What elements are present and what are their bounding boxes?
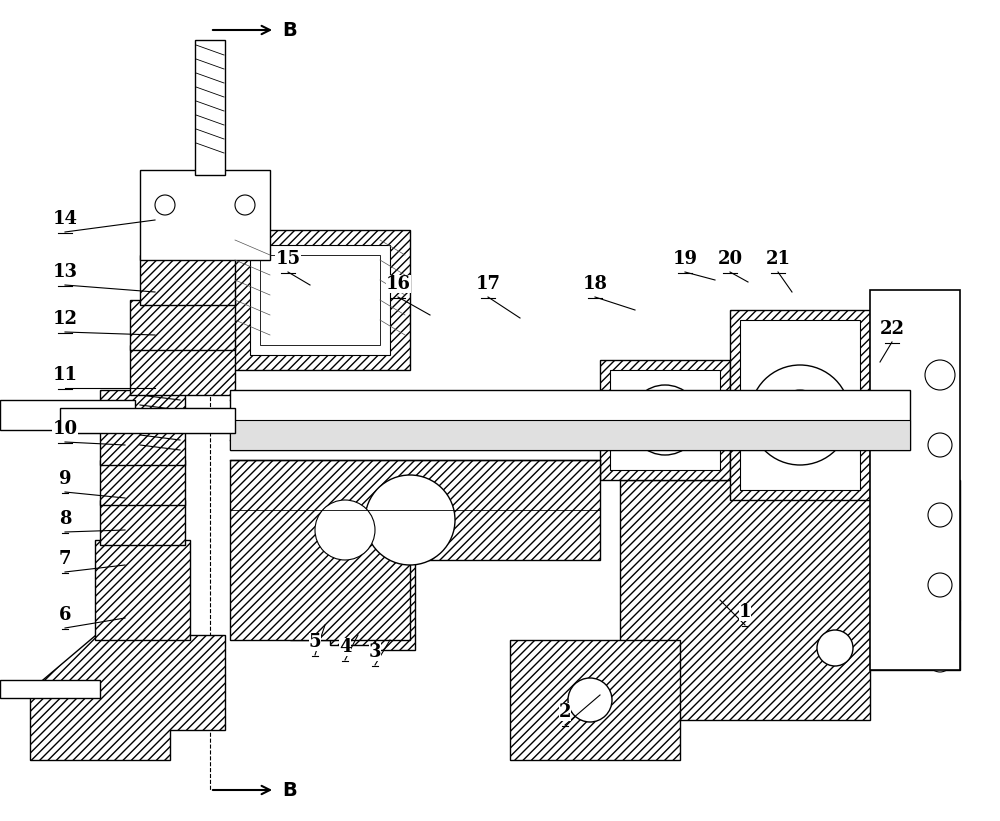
Bar — [230, 390, 910, 450]
Circle shape — [155, 195, 175, 215]
Text: 7: 7 — [59, 550, 71, 568]
Circle shape — [817, 630, 853, 666]
Circle shape — [928, 573, 952, 597]
Bar — [230, 420, 910, 450]
Polygon shape — [100, 500, 185, 545]
Polygon shape — [620, 480, 960, 720]
Text: 10: 10 — [52, 420, 78, 438]
Bar — [60, 408, 235, 433]
Text: 22: 22 — [880, 320, 904, 338]
Polygon shape — [130, 300, 235, 350]
Circle shape — [630, 385, 700, 455]
Text: 8: 8 — [59, 510, 71, 528]
Text: 9: 9 — [59, 470, 71, 488]
Text: B: B — [282, 21, 297, 39]
Text: 19: 19 — [672, 250, 698, 268]
Circle shape — [315, 500, 375, 560]
Text: 11: 11 — [52, 366, 78, 384]
Polygon shape — [370, 560, 415, 650]
Polygon shape — [30, 635, 225, 760]
Bar — [195, 40, 225, 175]
Circle shape — [365, 475, 455, 565]
Polygon shape — [130, 345, 235, 395]
Text: 13: 13 — [52, 263, 78, 281]
Text: 20: 20 — [717, 250, 743, 268]
Polygon shape — [100, 390, 185, 465]
Polygon shape — [100, 460, 185, 505]
Circle shape — [568, 678, 612, 722]
Text: 18: 18 — [582, 275, 608, 293]
Text: 17: 17 — [476, 275, 501, 293]
Polygon shape — [95, 540, 190, 640]
Text: 2: 2 — [559, 703, 571, 721]
Text: 14: 14 — [52, 210, 78, 228]
Bar — [870, 600, 960, 620]
Text: 15: 15 — [275, 250, 301, 268]
Circle shape — [893, 636, 917, 660]
Polygon shape — [600, 360, 730, 480]
Text: 6: 6 — [59, 606, 71, 624]
Text: 16: 16 — [386, 275, 411, 293]
Circle shape — [750, 365, 850, 465]
Polygon shape — [230, 460, 600, 640]
Bar — [260, 255, 380, 345]
Circle shape — [775, 390, 825, 440]
Polygon shape — [330, 570, 375, 645]
Polygon shape — [290, 580, 335, 640]
Text: 21: 21 — [766, 250, 790, 268]
Text: B: B — [282, 781, 297, 800]
Text: 5: 5 — [309, 633, 321, 651]
Bar — [250, 245, 390, 355]
Polygon shape — [230, 230, 410, 370]
Circle shape — [928, 558, 952, 582]
Bar — [740, 320, 860, 490]
Bar — [610, 370, 720, 470]
Circle shape — [235, 195, 255, 215]
Circle shape — [928, 608, 952, 632]
Polygon shape — [140, 255, 235, 305]
Polygon shape — [510, 640, 680, 760]
Text: 1: 1 — [739, 603, 751, 621]
Bar — [0, 400, 135, 430]
Circle shape — [925, 360, 955, 390]
Bar — [140, 170, 270, 260]
Text: 3: 3 — [369, 643, 381, 661]
Text: 12: 12 — [52, 310, 78, 328]
Circle shape — [928, 648, 952, 672]
Polygon shape — [730, 310, 870, 500]
Circle shape — [928, 503, 952, 527]
Text: 4: 4 — [339, 638, 351, 656]
Circle shape — [928, 433, 952, 457]
Bar — [0, 680, 100, 698]
Bar — [870, 290, 960, 670]
